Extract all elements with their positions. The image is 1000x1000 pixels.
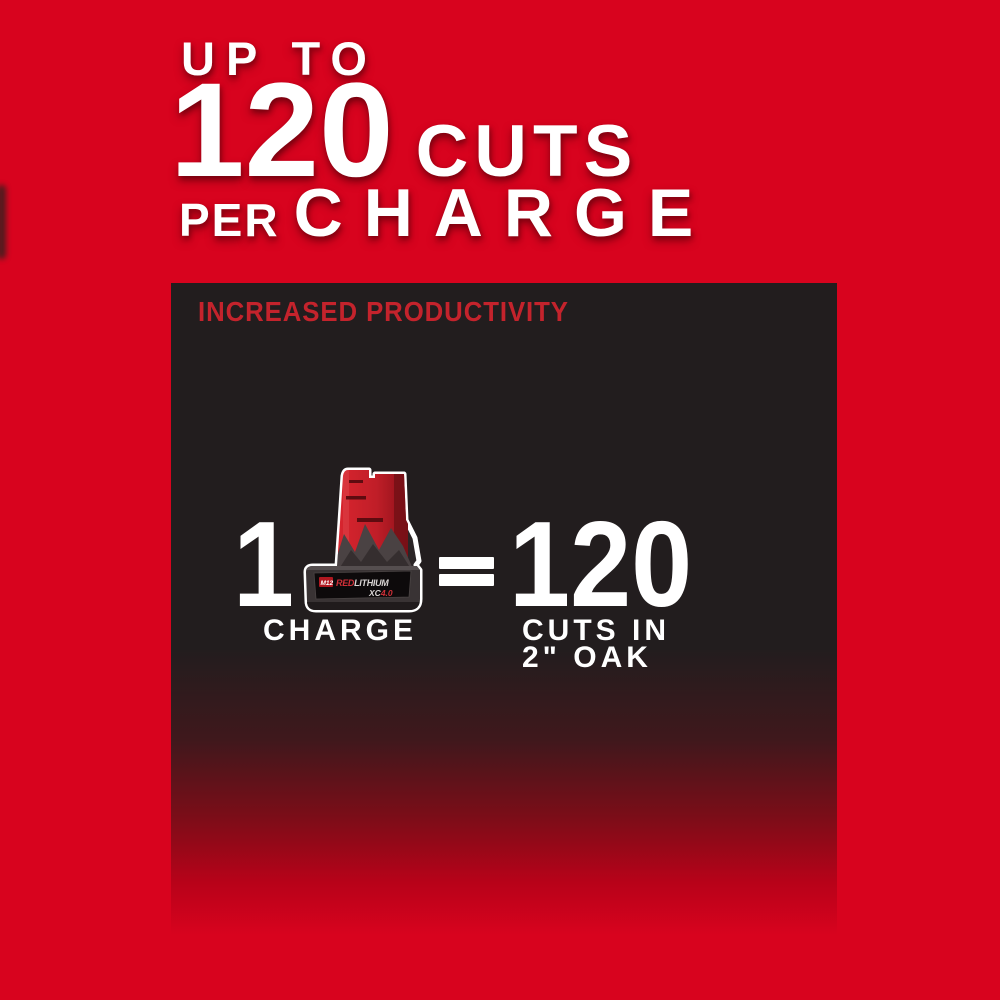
equation-left-number: 1: [233, 496, 295, 632]
svg-text:XC4.0: XC4.0: [368, 588, 393, 598]
battery-size-xc-text: XC: [368, 588, 382, 598]
equals-bar-top: [439, 557, 494, 569]
battery-lithium-text: LITHIUM: [354, 578, 389, 588]
battery-red-text: RED: [336, 578, 355, 588]
headline-number: 120: [170, 56, 394, 205]
battery-brand-text: M12: [321, 580, 334, 587]
cuts-in-text: CUTS IN: [522, 614, 670, 647]
equals-bar-bottom: [439, 574, 494, 586]
panel-heading: INCREASED PRODUCTIVITY: [198, 296, 569, 327]
headline-charge: CHARGE: [293, 175, 715, 251]
headline-cuts: CUTS: [415, 111, 639, 192]
headline-up-to: UP TO: [181, 32, 378, 85]
cuts-label: CUTS IN 2" OAK: [522, 614, 670, 674]
equation-right-number: 120: [509, 496, 693, 632]
battery-label-band: [313, 570, 412, 600]
svg-text:REDLITHIUM: REDLITHIUM: [336, 578, 389, 588]
m12-battery-icon: M12 REDLITHIUM XC4.0: [303, 467, 423, 613]
edge-artifact: [0, 185, 6, 259]
battery-size-num-text: 4.0: [380, 588, 393, 598]
productivity-panel: INCREASED PRODUCTIVITY 1: [171, 283, 837, 935]
equals-sign: [439, 557, 494, 591]
oak-text: 2" OAK: [522, 641, 652, 674]
headline-per: PER: [179, 194, 280, 246]
charge-label: CHARGE: [263, 614, 418, 647]
